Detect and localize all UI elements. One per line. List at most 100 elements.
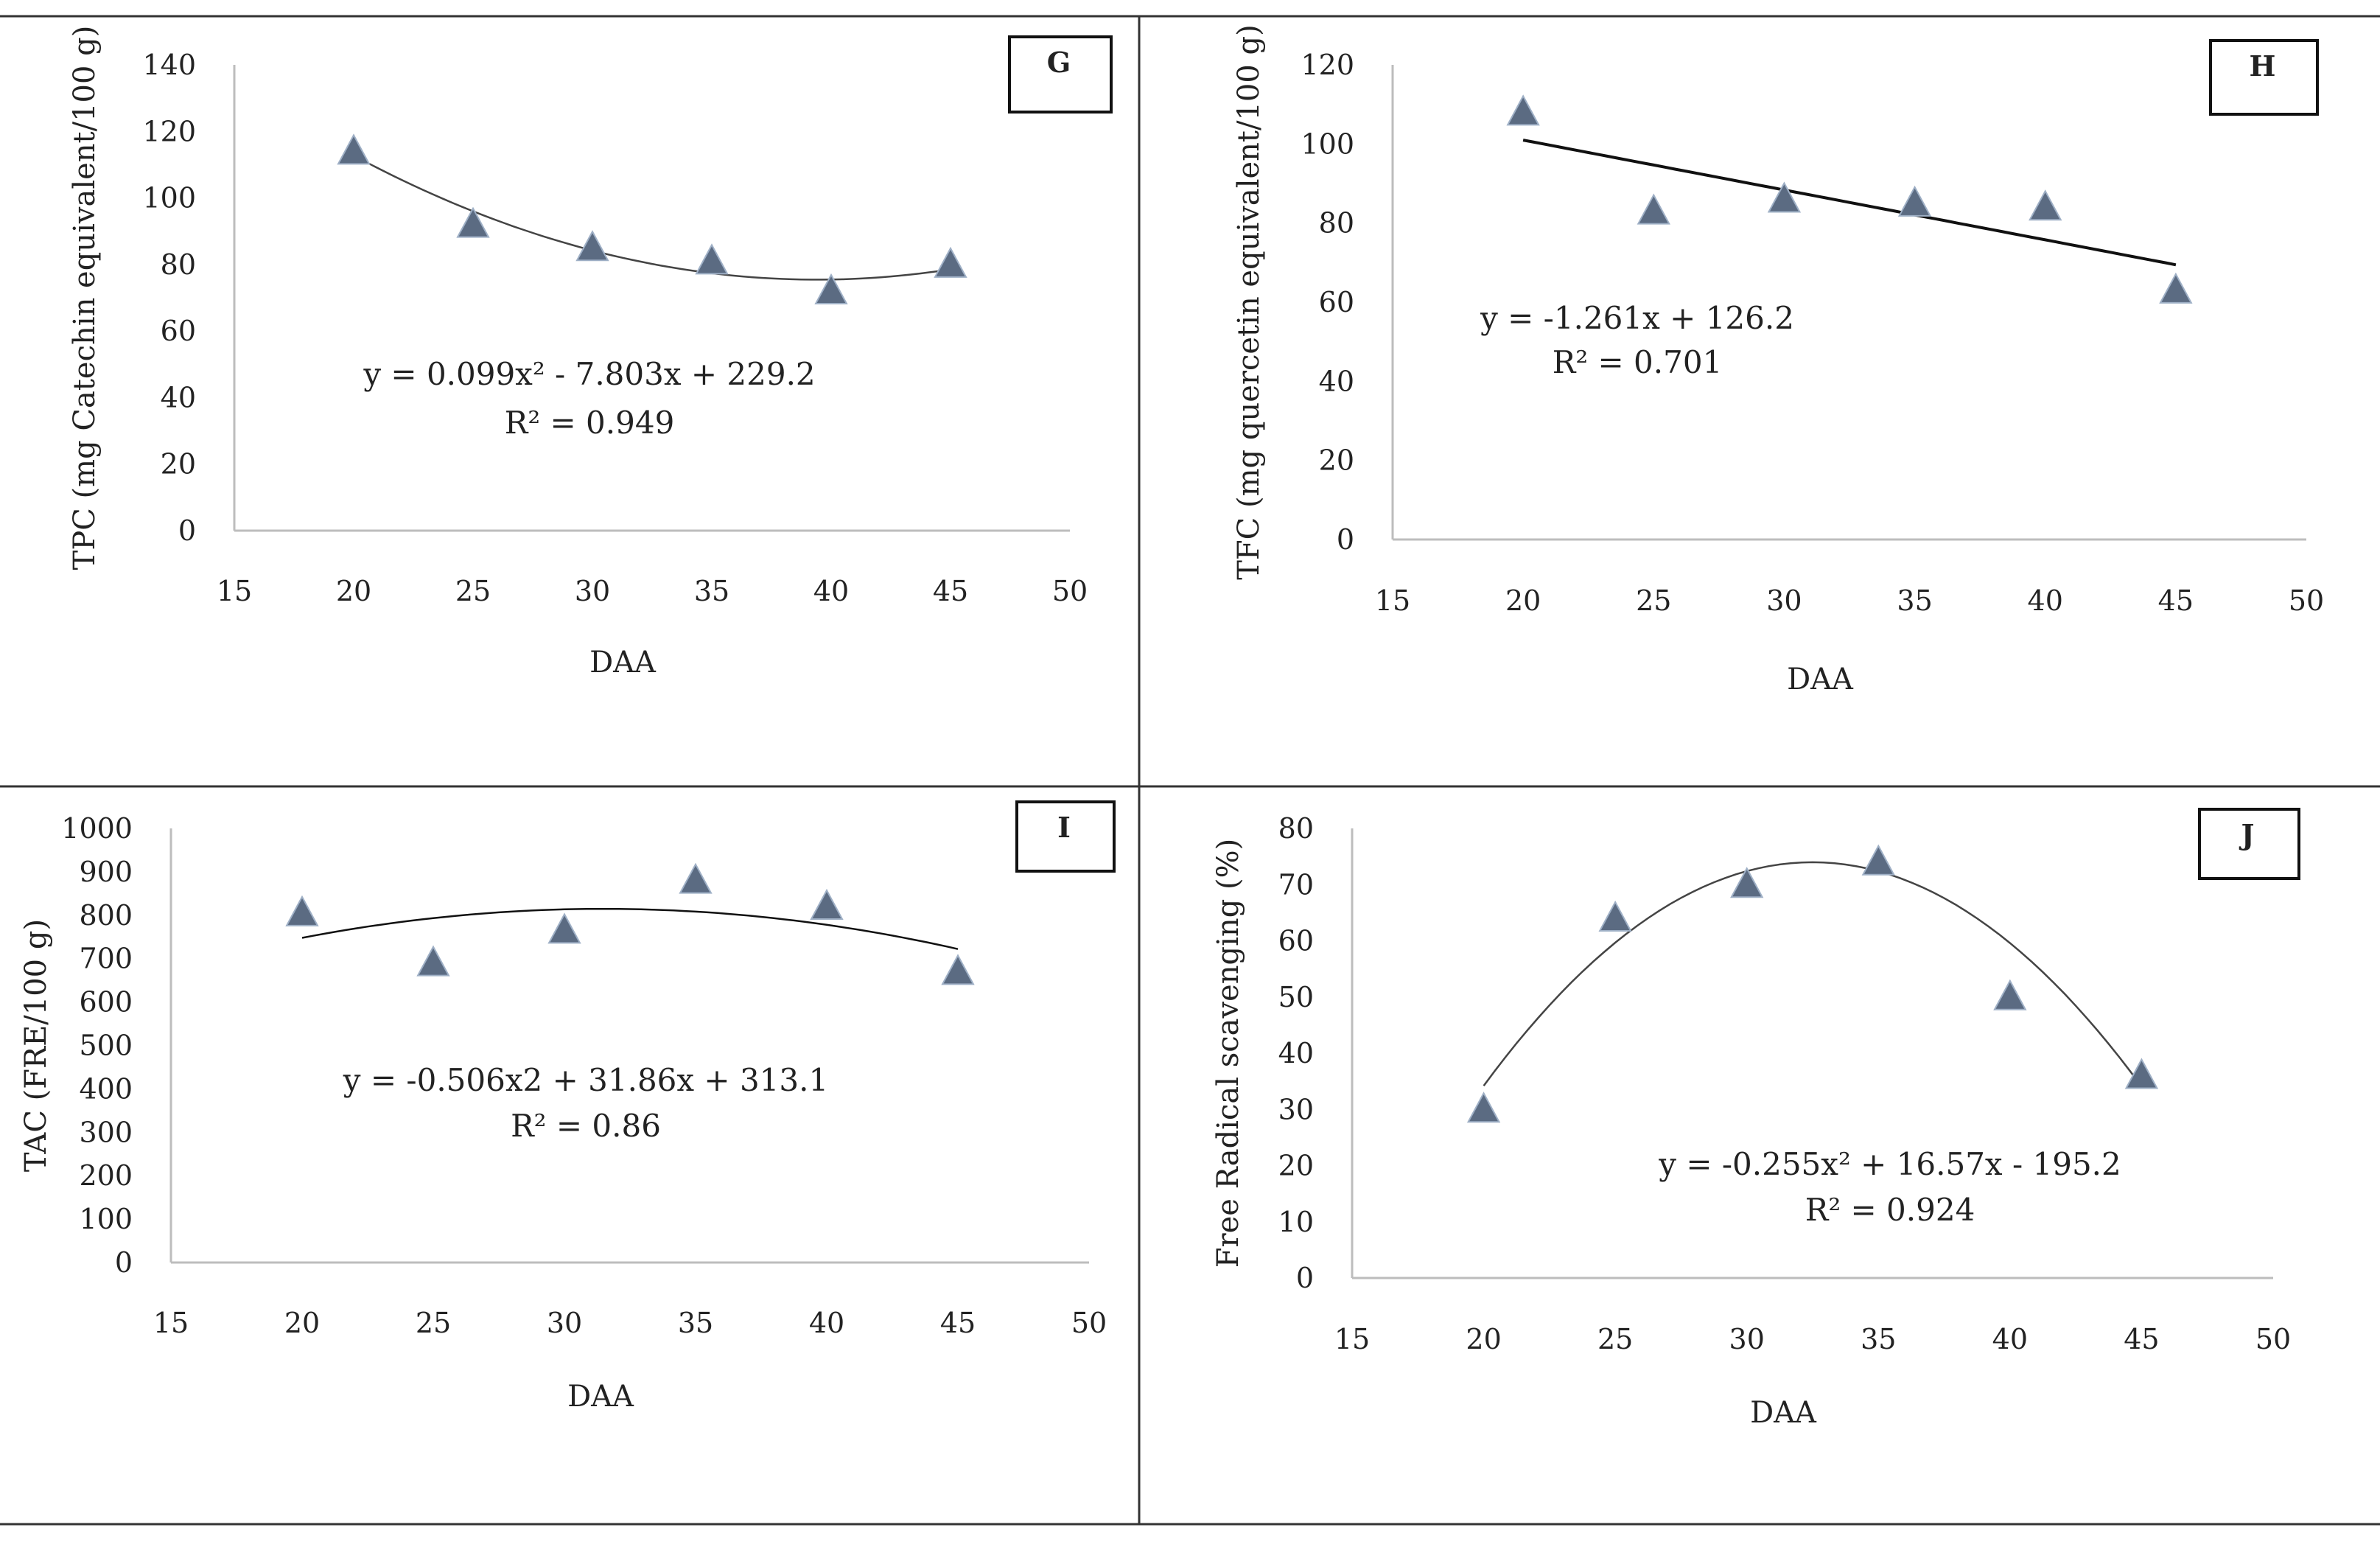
x-axis-title: DAA <box>589 646 657 680</box>
panel-h: 0 20 40 60 80 100 120 15 20 25 30 35 40 45 50 DAA TFC (m… <box>1232 24 2324 696</box>
x-tick-label: 15 <box>217 575 252 607</box>
data-point-marker <box>1767 181 1802 213</box>
x-tick-label: 35 <box>678 1307 713 1339</box>
data-point-marker <box>1897 185 1932 217</box>
trendline-equation: y = 0.099x² - 7.803x + 229.2 <box>363 356 815 392</box>
y-tick-label: 140 <box>142 49 196 81</box>
y-tick-label: 70 <box>1278 868 1314 901</box>
r-squared-label: R² = 0.86 <box>511 1108 661 1144</box>
y-tick-label: 0 <box>1337 523 1354 556</box>
y-tick-label: 60 <box>161 315 196 347</box>
data-point-marker <box>2029 189 2062 221</box>
data-point-marker <box>285 895 319 926</box>
trendline-equation: y = -0.506x2 + 31.86x + 313.1 <box>343 1062 828 1098</box>
r-squared-label: R² = 0.924 <box>1805 1192 1975 1228</box>
x-tick-label: 15 <box>1334 1323 1370 1355</box>
x-axis-title: DAA <box>1787 663 1854 696</box>
y-tick-label: 200 <box>79 1159 133 1192</box>
y-tick-label: 0 <box>115 1246 133 1279</box>
x-tick-label: 45 <box>933 575 968 607</box>
panel-letter: G <box>1047 46 1071 79</box>
y-tick-label: 800 <box>79 899 133 932</box>
trendline-h <box>1522 139 2177 267</box>
x-tick-label: 25 <box>1597 1323 1633 1355</box>
y-tick-label: 100 <box>142 182 196 214</box>
x-tick-label: 20 <box>336 575 371 607</box>
y-tick-label: 100 <box>1301 128 1354 160</box>
data-point-marker <box>1466 1092 1501 1123</box>
x-tick-label: 25 <box>455 575 491 607</box>
x-tick-label: 40 <box>813 575 849 607</box>
y-tick-label: 20 <box>1319 444 1354 477</box>
x-tick-label: 40 <box>809 1307 844 1339</box>
y-tick-label: 900 <box>79 856 133 888</box>
data-point-marker <box>2159 272 2193 304</box>
y-tick-label: 400 <box>79 1072 133 1105</box>
data-point-marker <box>575 230 609 262</box>
data-point-marker <box>2124 1058 2159 1089</box>
data-point-marker <box>416 945 450 977</box>
data-point-marker <box>934 246 967 278</box>
x-tick-label: 35 <box>1861 1323 1896 1355</box>
panel-i: 0 100 200 300 400 500 600 700 800 900 1000 15 20 25 30… <box>19 800 1116 1414</box>
x-tick-label: 30 <box>1729 1323 1765 1355</box>
x-tick-label: 50 <box>2255 1323 2291 1355</box>
data-point-marker <box>547 912 581 944</box>
x-tick-label: 45 <box>940 1307 976 1339</box>
y-tick-label: 120 <box>142 115 196 147</box>
trendline-i <box>301 907 959 950</box>
y-axis-title: TFC (mg quercetin equivalent/100 g) <box>1232 24 1266 580</box>
y-tick-label: 50 <box>1278 981 1314 1013</box>
data-point-marker <box>679 862 713 894</box>
x-tick-label: 35 <box>1897 584 1932 617</box>
x-tick-label: 25 <box>1636 584 1671 617</box>
x-tick-label: 20 <box>1466 1323 1501 1355</box>
data-point-marker <box>941 954 975 985</box>
data-point-marker <box>456 206 490 238</box>
y-tick-label: 300 <box>79 1116 133 1148</box>
y-tick-label: 60 <box>1278 925 1314 957</box>
panel-g: 0 20 40 60 80 100 120 140 15 20 25 30 35 40 45 50 DAA TPC… <box>68 26 1113 680</box>
data-point-marker <box>810 888 844 921</box>
data-point-marker <box>1637 193 1670 225</box>
r-squared-label: R² = 0.701 <box>1553 344 1723 380</box>
trendline-j <box>1483 861 2143 1087</box>
panel-letter-box <box>2209 39 2319 116</box>
x-tick-label: 35 <box>694 575 729 607</box>
data-point-marker <box>814 273 848 304</box>
x-tick-label: 40 <box>2028 584 2063 617</box>
y-tick-label: 600 <box>79 986 133 1019</box>
panel-j: 0 10 20 30 40 50 60 70 80 15 20 25 30 35 40 45 50 DAA Free… <box>1211 808 2300 1430</box>
y-tick-label: 0 <box>178 514 196 547</box>
panel-letter: J <box>2239 818 2255 851</box>
y-tick-label: 20 <box>161 448 196 481</box>
x-tick-label: 20 <box>1505 584 1541 617</box>
y-tick-label: 120 <box>1301 49 1354 81</box>
y-tick-label: 100 <box>79 1203 133 1235</box>
r-squared-label: R² = 0.949 <box>505 405 675 441</box>
panel-letter-box <box>1008 35 1113 114</box>
x-tick-label: 15 <box>153 1307 189 1339</box>
data-point-marker <box>1993 979 2027 1010</box>
y-tick-label: 20 <box>1278 1150 1314 1182</box>
x-tick-label: 30 <box>575 575 610 607</box>
x-tick-label: 50 <box>1071 1307 1107 1339</box>
data-point-marker <box>337 133 371 165</box>
x-tick-label: 50 <box>1052 575 1088 607</box>
y-tick-label: 500 <box>79 1030 133 1062</box>
y-axis-title: TPC (mg Catechin equivalent/100 g) <box>68 26 102 570</box>
y-tick-label: 60 <box>1319 286 1354 318</box>
data-point-marker <box>1730 867 1764 898</box>
y-tick-label: 80 <box>161 248 196 281</box>
panel-letter: H <box>2250 49 2276 83</box>
trendline-g <box>353 154 951 281</box>
y-axis-title: TAC (FRE/100 g) <box>19 919 53 1172</box>
y-tick-label: 30 <box>1278 1093 1314 1125</box>
x-tick-label: 15 <box>1375 584 1410 617</box>
trendline-equation: y = -0.255x² + 16.57x - 195.2 <box>1658 1146 2121 1182</box>
x-tick-label: 40 <box>1992 1323 2028 1355</box>
x-tick-label: 20 <box>284 1307 320 1339</box>
y-tick-label: 10 <box>1278 1206 1314 1238</box>
x-tick-label: 30 <box>1766 584 1802 617</box>
